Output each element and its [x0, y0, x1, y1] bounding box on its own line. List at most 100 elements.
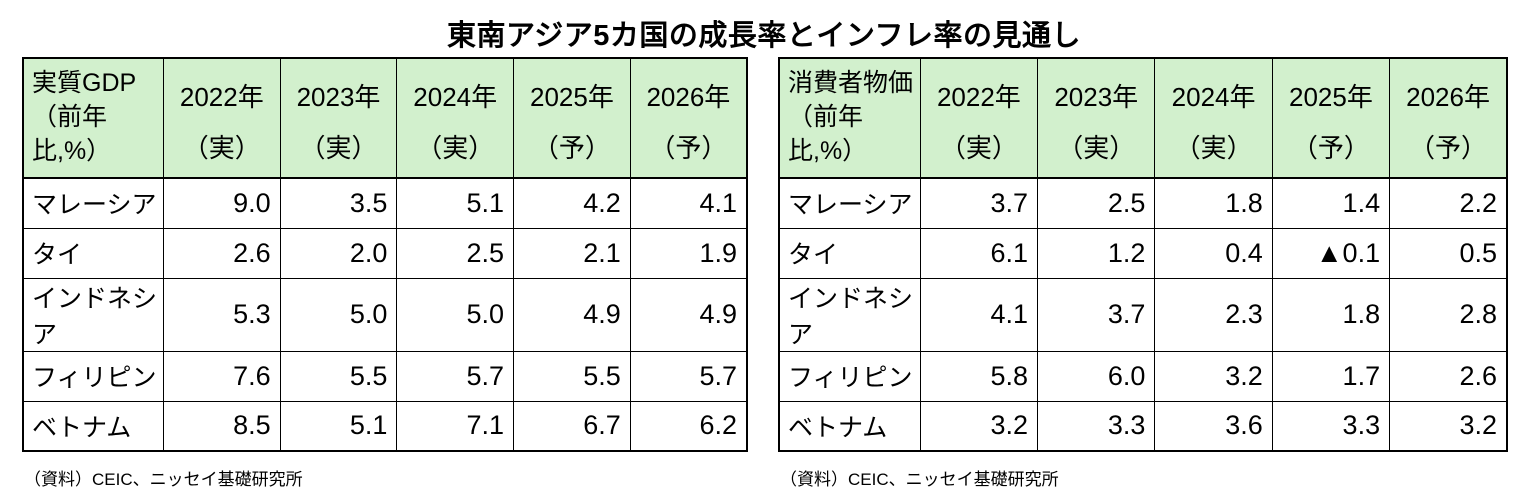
- row-label-philippines: フィリピン: [778, 350, 921, 402]
- gdp-column-header-2022: 2022年 （実）: [162, 57, 281, 179]
- column-year: 2023年: [1054, 82, 1139, 112]
- gdp-source-note: （資料）CEIC、ニッセイ基礎研究所: [24, 470, 303, 489]
- value-cell: 3.2: [1389, 400, 1508, 452]
- value-cell: 2.1: [513, 227, 631, 279]
- value-cell: 2.3: [1154, 277, 1273, 352]
- cpi-column-header-2023: 2023年 （実）: [1037, 57, 1156, 179]
- table-row-malaysia: マレーシア 3.7 2.5 1.8 1.4 2.2: [778, 177, 1508, 229]
- value-cell: 1.8: [1271, 277, 1391, 352]
- cpi-corner-cell: 消費者物価 （前年比,%）: [778, 57, 921, 179]
- value-cell: 7.6: [162, 350, 281, 402]
- value-cell: 2.5: [396, 227, 515, 279]
- value-cell: 3.2: [919, 400, 1039, 452]
- column-year: 2024年: [413, 82, 498, 112]
- column-kind: （実）: [939, 133, 1018, 163]
- table-row-indonesia: インドネシア 5.3 5.0 5.0 4.9 4.9: [22, 277, 748, 352]
- cpi-table-title: 消費者物価: [788, 69, 914, 97]
- table-row-indonesia: インドネシア 4.1 3.7 2.3 1.8 2.8: [778, 277, 1508, 352]
- value-cell: 1.2: [1037, 227, 1156, 279]
- cpi-column-header-2022: 2022年 （実）: [919, 57, 1039, 179]
- cpi-table-section: 消費者物価 （前年比,%） 2022年 （実） 2023年 （実）: [778, 57, 1508, 490]
- value-cell: 3.2: [1154, 350, 1273, 402]
- gdp-table-section: 実質GDP （前年比,%） 2022年 （実） 2023年 （実）: [22, 57, 748, 490]
- gdp-table: 実質GDP （前年比,%） 2022年 （実） 2023年 （実）: [22, 57, 748, 452]
- column-year: 2026年: [1406, 82, 1490, 112]
- value-cell: 5.0: [279, 277, 398, 352]
- row-label-thailand: タイ: [22, 227, 164, 279]
- column-kind: （予）: [1291, 133, 1370, 163]
- column-year: 2024年: [1171, 82, 1256, 112]
- row-label-philippines: フィリピン: [22, 350, 164, 402]
- value-cell: 5.5: [279, 350, 398, 402]
- value-cell: 2.0: [279, 227, 398, 279]
- value-cell: 6.2: [629, 400, 748, 452]
- value-cell-negative: ▲0.1: [1271, 227, 1391, 279]
- column-kind: （実）: [299, 133, 378, 163]
- value-cell: 4.1: [629, 177, 748, 229]
- table-row-malaysia: マレーシア 9.0 3.5 5.1 4.2 4.1: [22, 177, 748, 229]
- value-cell: 8.5: [162, 400, 281, 452]
- value-cell: 3.7: [919, 177, 1039, 229]
- value-cell: 6.1: [919, 227, 1039, 279]
- value-cell: 1.7: [1271, 350, 1391, 402]
- value-cell: 5.3: [162, 277, 281, 352]
- value-cell: 3.3: [1037, 400, 1156, 452]
- gdp-table-title: 実質GDP: [32, 69, 137, 97]
- table-row-thailand: タイ 2.6 2.0 2.5 2.1 1.9: [22, 227, 748, 279]
- column-kind: （予）: [1409, 133, 1488, 163]
- page-title: 東南アジア5カ国の成長率とインフレ率の見通し: [446, 20, 1082, 52]
- row-label-indonesia: インドネシア: [778, 277, 921, 352]
- column-year: 2026年: [646, 82, 731, 112]
- row-label-thailand: タイ: [778, 227, 921, 279]
- column-year: 2025年: [1289, 82, 1373, 112]
- cpi-header-row: 消費者物価 （前年比,%） 2022年 （実） 2023年 （実）: [778, 57, 1508, 179]
- value-cell: 0.4: [1154, 227, 1273, 279]
- value-cell: 4.9: [513, 277, 631, 352]
- value-cell: 3.6: [1154, 400, 1273, 452]
- value-cell: 9.0: [162, 177, 281, 229]
- value-cell: 1.4: [1271, 177, 1391, 229]
- value-cell: 3.7: [1037, 277, 1156, 352]
- value-cell: 5.7: [629, 350, 748, 402]
- gdp-column-header-2025: 2025年 （予）: [513, 57, 631, 179]
- table-row-thailand: タイ 6.1 1.2 0.4 ▲0.1 0.5: [778, 227, 1508, 279]
- column-year: 2025年: [529, 82, 614, 112]
- column-kind: （実）: [182, 133, 261, 163]
- column-kind: （実）: [1174, 133, 1253, 163]
- gdp-column-header-2026: 2026年 （予）: [629, 57, 748, 179]
- cpi-column-header-2025: 2025年 （予）: [1271, 57, 1391, 179]
- value-cell: 5.0: [396, 277, 515, 352]
- value-cell: 2.8: [1389, 277, 1508, 352]
- cpi-table-unit: （前年比,%）: [788, 102, 868, 165]
- column-kind: （実）: [1057, 133, 1136, 163]
- column-year: 2022年: [179, 82, 264, 112]
- column-kind: （実）: [416, 133, 495, 163]
- row-label-indonesia: インドネシア: [22, 277, 164, 352]
- column-kind: （予）: [649, 133, 728, 163]
- value-cell: 2.6: [1389, 350, 1508, 402]
- value-cell: 4.9: [629, 277, 748, 352]
- value-cell: 4.1: [919, 277, 1039, 352]
- value-cell: 5.5: [513, 350, 631, 402]
- value-cell: 3.3: [1271, 400, 1391, 452]
- column-kind: （予）: [532, 133, 611, 163]
- value-cell: 6.7: [513, 400, 631, 452]
- value-cell: 2.2: [1389, 177, 1508, 229]
- row-label-vietnam: ベトナム: [22, 400, 164, 452]
- cpi-column-header-2024: 2024年 （実）: [1154, 57, 1273, 179]
- value-cell: 5.8: [919, 350, 1039, 402]
- value-cell: 5.1: [396, 177, 515, 229]
- value-cell: 4.2: [513, 177, 631, 229]
- column-year: 2022年: [936, 82, 1021, 112]
- column-year: 2023年: [296, 82, 381, 112]
- row-label-vietnam: ベトナム: [778, 400, 921, 452]
- value-cell: 6.0: [1037, 350, 1156, 402]
- value-cell: 1.8: [1154, 177, 1273, 229]
- gdp-column-header-2024: 2024年 （実）: [396, 57, 515, 179]
- value-cell: 5.1: [279, 400, 398, 452]
- table-row-vietnam: ベトナム 8.5 5.1 7.1 6.7 6.2: [22, 400, 748, 452]
- table-row-philippines: フィリピン 5.8 6.0 3.2 1.7 2.6: [778, 350, 1508, 402]
- row-label-malaysia: マレーシア: [22, 177, 164, 229]
- gdp-column-header-2023: 2023年 （実）: [279, 57, 398, 179]
- cpi-table: 消費者物価 （前年比,%） 2022年 （実） 2023年 （実）: [778, 57, 1508, 452]
